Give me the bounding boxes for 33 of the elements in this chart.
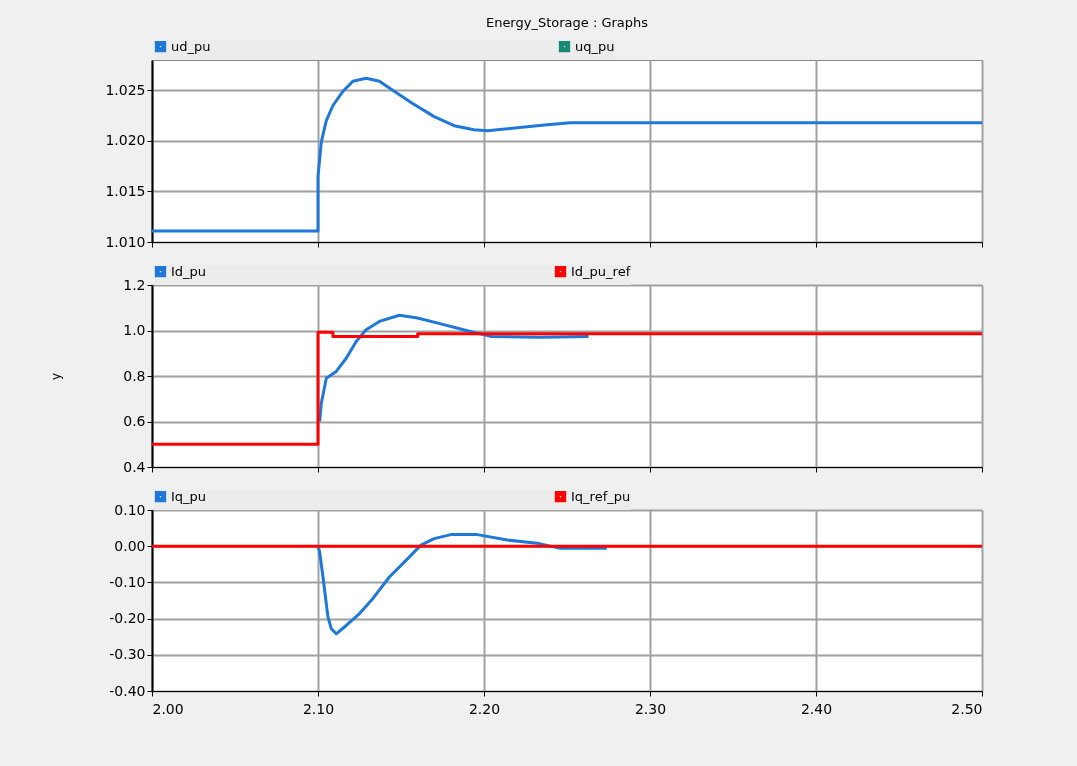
y-tick-label: -0.20 [109,610,146,627]
line-series [152,76,982,233]
line-series [318,313,591,423]
y-tick-label: -0.40 [109,682,146,699]
y-tick-label: 0.10 [114,501,146,518]
legend-label: Iq_ref_pu [571,488,631,504]
legend-label: uq_pu [575,38,615,54]
y-tick-label: 1.0 [123,322,146,338]
x-tick-label: 2.00 [152,700,184,717]
y-tick-label: 1.2 [123,276,146,293]
legend-label: ud_pu [171,38,211,54]
y-tick-label: 1.025 [105,81,146,98]
x-tick-label: 2.20 [468,700,501,717]
line-series [316,533,609,636]
y-tick-label: 1.015 [105,182,146,199]
chart-title: Energy_Storage : Graphs [485,15,649,30]
y-tick-label: 0.6 [123,413,146,429]
y-tick-label: 0.00 [114,537,146,554]
y-tick-label: -0.30 [109,646,146,663]
legend-label: Id_pu_ref [571,263,631,279]
line-series [152,330,982,446]
y-tick-label: 0.4 [123,458,146,475]
x-tick-label: 2.40 [800,700,833,717]
y-axis-title: y [49,372,64,381]
y-tick-label: 1.020 [105,132,146,149]
y-tick-label: 1.010 [105,233,146,250]
legend-label: Iq_pu [171,488,207,504]
x-tick-label: 2.10 [302,700,335,717]
y-tick-label: -0.10 [109,573,146,590]
y-tick-label: 0.8 [123,367,146,384]
x-tick-label: 2.30 [634,700,667,717]
x-tick-label: 2.50 [951,700,983,717]
legend-label: Id_pu [171,263,207,279]
